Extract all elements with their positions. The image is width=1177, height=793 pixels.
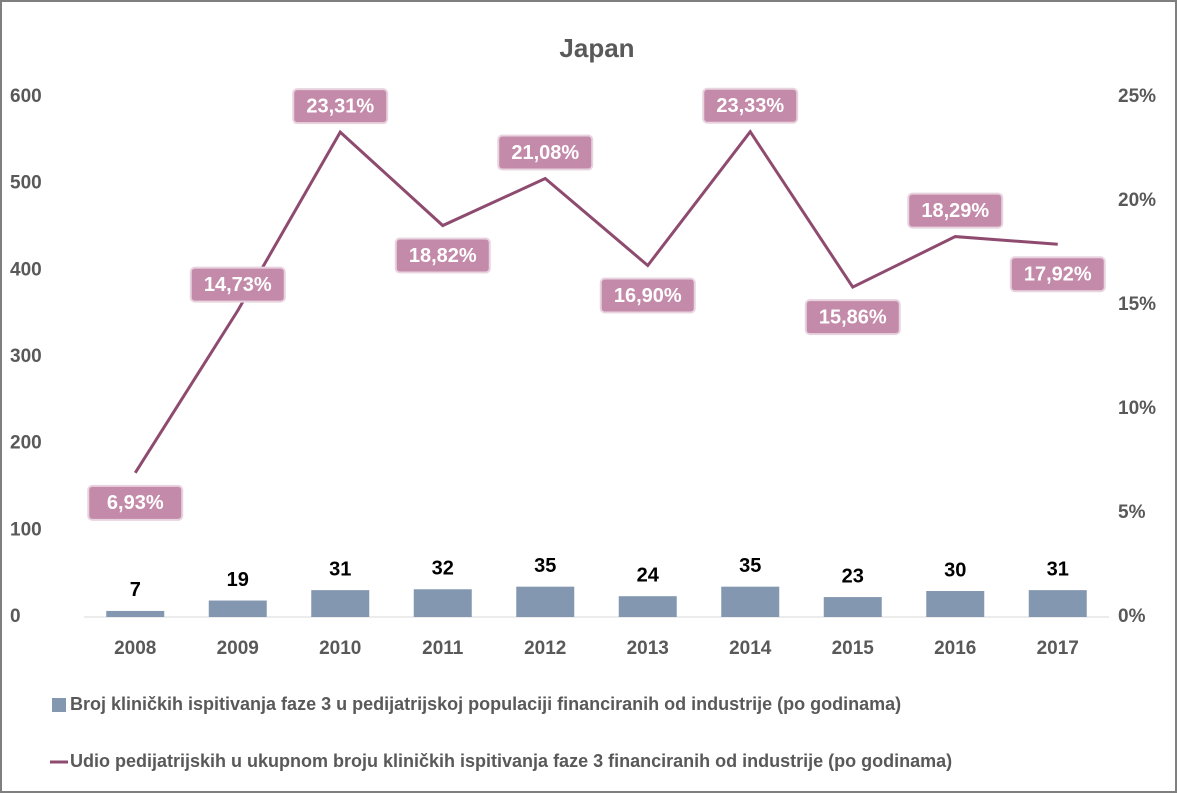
y2-tick-label: 0% (1118, 606, 1146, 627)
data-label: 14,73% (204, 274, 272, 296)
x-tick-label: 2012 (524, 638, 566, 659)
x-tick-label: 2010 (319, 638, 361, 659)
bar (311, 590, 370, 617)
y-tick-label: 400 (10, 259, 42, 280)
data-label: 35 (739, 555, 761, 577)
data-label: 31 (329, 558, 351, 580)
y-tick-label: 200 (10, 433, 42, 454)
data-label: 23 (842, 565, 864, 587)
data-label-box (497, 134, 594, 171)
bar (926, 591, 985, 617)
y-tick-label: 600 (10, 86, 42, 107)
y-tick-label: 500 (10, 173, 42, 194)
data-label: 18,82% (409, 245, 477, 267)
data-label: 21,08% (511, 142, 579, 164)
data-label: 35 (534, 555, 556, 577)
bar (721, 586, 780, 617)
data-label: 32 (432, 558, 454, 580)
data-label: 7 (130, 579, 141, 601)
data-label: 23,31% (306, 95, 374, 117)
bar (618, 596, 677, 617)
y2-tick-label: 15% (1118, 294, 1156, 315)
bar (516, 586, 575, 617)
bar (208, 600, 267, 617)
data-label-box (1009, 256, 1106, 293)
data-label: 16,90% (614, 285, 682, 307)
x-tick-label: 2017 (1037, 638, 1079, 659)
y-tick-label: 300 (10, 346, 42, 367)
x-tick-label: 2011 (422, 638, 464, 659)
x-tick-label: 2015 (832, 638, 875, 659)
data-label: 17,92% (1024, 264, 1092, 286)
line (133, 129, 1058, 474)
bar (413, 589, 472, 617)
bar (823, 597, 882, 617)
chart-title: Japan (559, 33, 634, 63)
data-label: 18,29% (921, 200, 989, 222)
y2-tick-label: 25% (1118, 86, 1156, 107)
data-label: 15,86% (819, 306, 887, 328)
data-label: 30 (944, 559, 966, 581)
x-tick-label: 2016 (934, 638, 976, 659)
data-label: 23,33% (716, 95, 784, 117)
data-label: 31 (1047, 558, 1069, 580)
x-tick-label: 2008 (114, 638, 156, 659)
legend-label: Broj kliničkih ispitivanja faze 3 u pedi… (70, 694, 901, 714)
x-tick-label: 2013 (627, 638, 669, 659)
x-tick-label: 2014 (729, 638, 772, 659)
data-label-box (189, 266, 286, 303)
bar (106, 610, 165, 617)
legend-swatch (52, 698, 66, 712)
data-label-box (599, 277, 696, 314)
y2-tick-label: 5% (1118, 502, 1146, 523)
y2-tick-label: 20% (1118, 190, 1156, 211)
y-tick-label: 0 (10, 606, 21, 627)
data-label-box (87, 484, 184, 521)
bar (1028, 590, 1087, 617)
data-label-box (394, 237, 491, 274)
data-label: 19 (227, 569, 249, 591)
x-tick-label: 2009 (217, 638, 259, 659)
y2-tick-label: 10% (1118, 398, 1156, 419)
y-tick-label: 100 (10, 519, 42, 540)
data-label-box (804, 299, 901, 336)
data-label-box (292, 88, 389, 125)
data-label: 24 (637, 564, 660, 586)
data-label: 6,93% (107, 492, 164, 514)
data-label-box (907, 192, 1004, 229)
data-label-box (702, 87, 799, 124)
legend-label: Udio pedijatrijskih u ukupnom broju klin… (70, 751, 952, 771)
